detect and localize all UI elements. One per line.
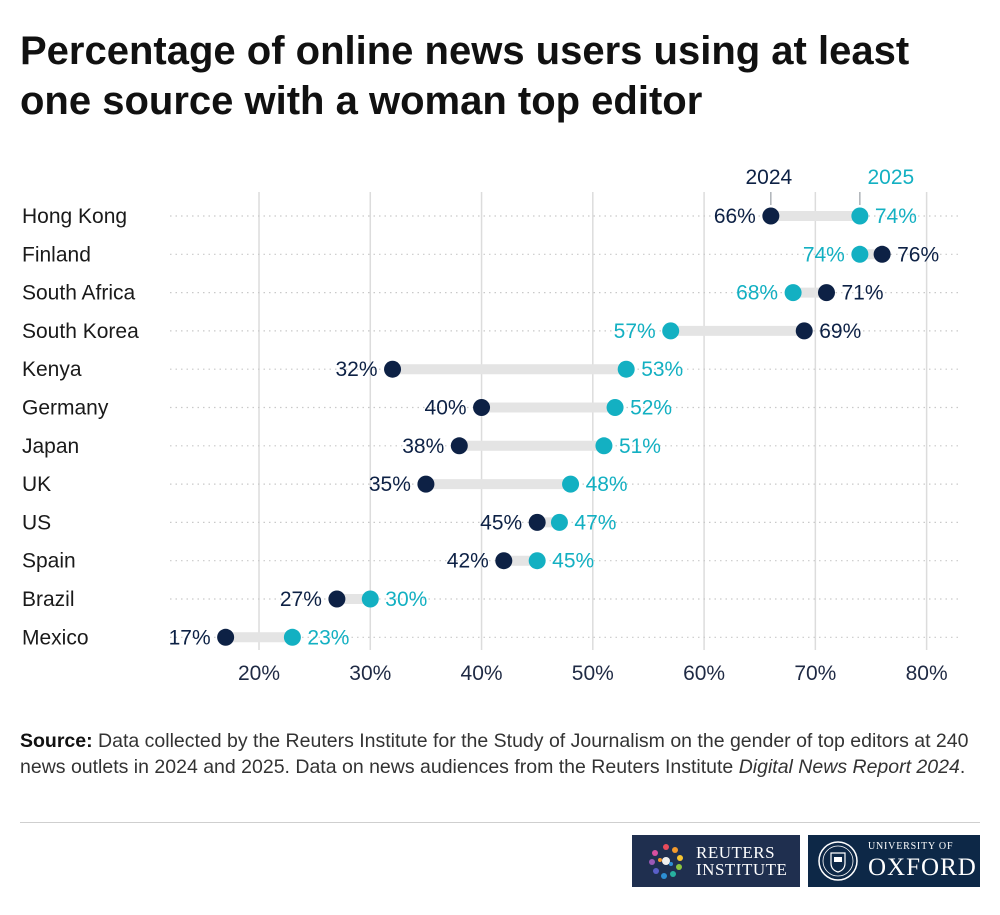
dot-2025: [283, 628, 301, 646]
category-label: Spain: [22, 550, 76, 573]
value-label-2024: 45%: [480, 511, 522, 534]
dot-2024: [762, 207, 780, 225]
dot-2025: [851, 245, 869, 263]
dot-2024: [795, 322, 813, 340]
oxford-university-of: UNIVERSITY OF: [868, 841, 954, 852]
legend: 2024 2025: [745, 166, 914, 205]
value-label-2024: 42%: [447, 550, 489, 573]
dot-2024: [384, 360, 402, 378]
category-label: Brazil: [22, 588, 75, 611]
value-label-2025: 68%: [736, 282, 778, 305]
source-label: Source:: [20, 730, 93, 752]
category-label: Hong Kong: [22, 205, 127, 228]
legend-2024: 2024: [745, 166, 792, 189]
dot-2024: [417, 475, 435, 493]
value-label-2024: 40%: [425, 397, 467, 420]
dot-2025: [595, 437, 613, 455]
dot-2024: [495, 552, 513, 570]
category-label: Japan: [22, 435, 79, 458]
x-tick-label: 60%: [683, 662, 725, 685]
value-label-2024: 38%: [402, 435, 444, 458]
x-axis-ticks: 20% 30% 40% 50% 60% 70% 80%: [238, 662, 948, 685]
value-label-2025: 48%: [586, 473, 628, 496]
value-label-2025: 74%: [875, 205, 917, 228]
value-label-2025: 57%: [614, 320, 656, 343]
chart-title: Percentage of online news users using at…: [20, 29, 910, 123]
reuters-institute-logo: REUTERS INSTITUTE: [632, 835, 800, 887]
oxford-crest-icon: [818, 841, 858, 881]
source-report-name: Digital News Report 2024: [738, 756, 960, 778]
value-label-2024: 35%: [369, 473, 411, 496]
value-label-2025: 23%: [307, 626, 349, 649]
x-tick-label: 50%: [572, 662, 614, 685]
value-label-2024: 69%: [819, 320, 861, 343]
value-label-2024: 27%: [280, 588, 322, 611]
gridlines: [258, 192, 928, 650]
x-tick-label: 20%: [238, 662, 280, 685]
oxford-university-logo: UNIVERSITY OF OXFORD: [808, 835, 980, 887]
source-end: .: [959, 756, 966, 778]
dot-2025: [617, 360, 635, 378]
value-label-2025: 52%: [630, 397, 672, 420]
value-label-2025: 47%: [574, 511, 616, 534]
dot-2024: [873, 245, 891, 263]
dot-2025: [784, 284, 802, 302]
dot-2025: [528, 552, 546, 570]
category-label: UK: [22, 473, 51, 496]
dot-2024: [528, 513, 546, 531]
category-label: South Africa: [22, 282, 136, 305]
reuters-line-2: INSTITUTE: [696, 860, 788, 879]
value-label-2024: 76%: [897, 243, 939, 266]
dot-2025: [606, 399, 624, 416]
value-label-2025: 51%: [619, 435, 661, 458]
x-tick-label: 40%: [461, 662, 503, 685]
category-label: US: [22, 511, 51, 534]
category-label: Finland: [22, 243, 91, 266]
value-label-2024: 17%: [169, 626, 211, 649]
x-tick-label: 70%: [794, 662, 836, 685]
dot-2025: [550, 513, 568, 531]
category-label: Germany: [22, 397, 109, 420]
value-label-2024: 32%: [336, 358, 378, 381]
reuters-dots-icon: [649, 844, 683, 879]
source-text: Data collected by the Reuters Institute …: [20, 730, 969, 778]
footer-divider: [20, 822, 980, 823]
value-label-2024: 66%: [714, 205, 756, 228]
dumbbell-chart: Hong Kong 66% 74% Finland 74% 76% South Africa…: [22, 166, 960, 685]
x-tick-label: 30%: [349, 662, 391, 685]
dot-2024: [328, 590, 346, 608]
oxford-wordmark: OXFORD: [868, 854, 977, 881]
dot-2025: [662, 322, 680, 340]
dot-2025: [562, 475, 580, 493]
value-label-2025: 30%: [385, 588, 427, 611]
x-tick-label: 80%: [906, 662, 948, 685]
value-label-2025: 45%: [552, 550, 594, 573]
category-label: Mexico: [22, 626, 89, 649]
reuters-line-1: REUTERS: [696, 843, 776, 862]
dot-2024: [473, 399, 491, 416]
value-label-2025: 53%: [641, 358, 683, 381]
dot-2024: [450, 437, 468, 455]
source-note: Source: Data collected by the Reuters In…: [20, 728, 975, 780]
legend-2025: 2025: [867, 166, 914, 189]
category-rows: Hong Kong 66% 74% Finland 74% 76% South Africa…: [22, 205, 960, 649]
dot-2025: [361, 590, 379, 608]
dot-2024: [817, 284, 835, 302]
category-label: South Korea: [22, 320, 139, 343]
value-label-2025: 74%: [803, 243, 845, 266]
value-label-2024: 71%: [841, 282, 883, 305]
dot-2025: [851, 207, 869, 225]
category-label: Kenya: [22, 358, 82, 381]
dot-2024: [217, 628, 235, 646]
